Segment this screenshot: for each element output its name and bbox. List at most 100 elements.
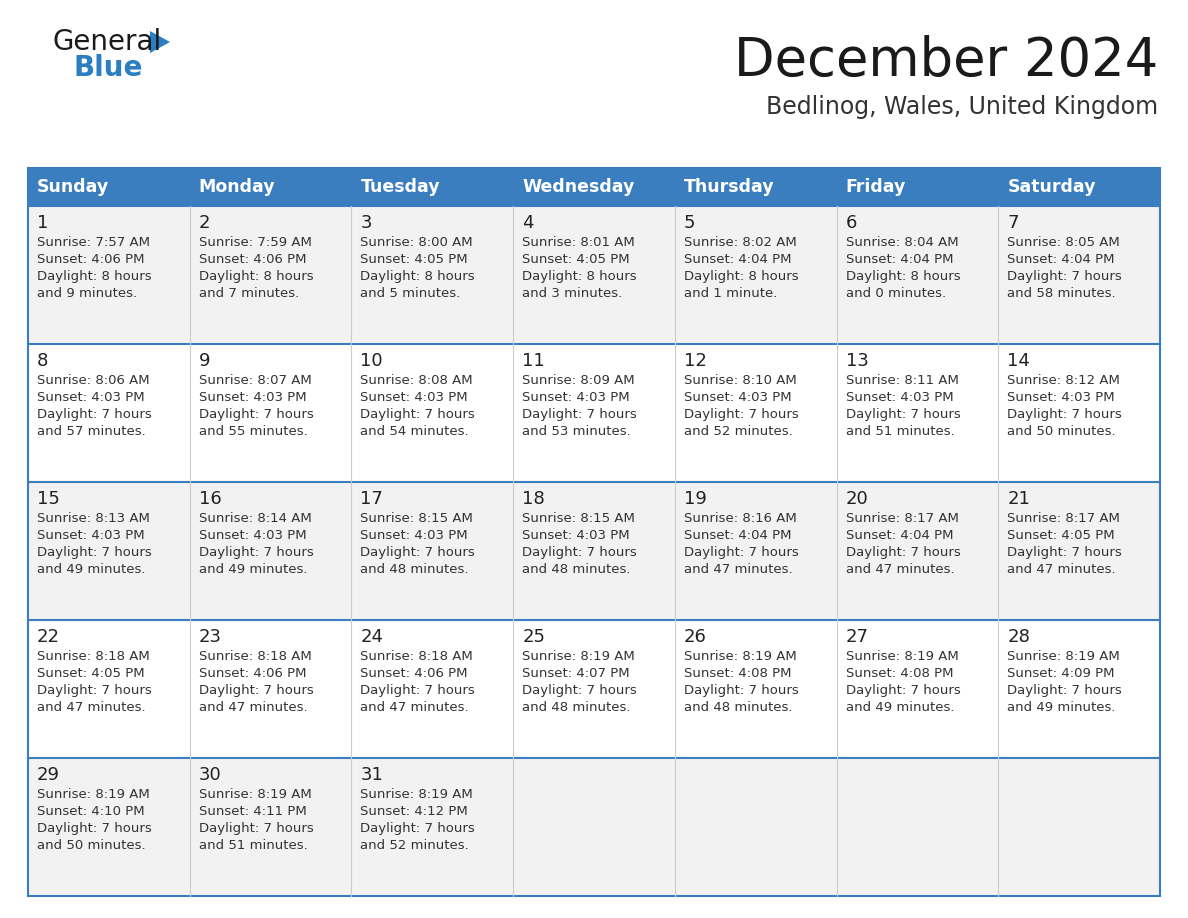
Bar — [998, 482, 1159, 620]
Text: Sunset: 4:03 PM: Sunset: 4:03 PM — [198, 391, 307, 404]
Text: December 2024: December 2024 — [734, 35, 1158, 87]
Text: 28: 28 — [1007, 628, 1030, 646]
Text: Sunset: 4:03 PM: Sunset: 4:03 PM — [1007, 391, 1114, 404]
Text: Monday: Monday — [198, 178, 276, 196]
Text: Daylight: 7 hours: Daylight: 7 hours — [198, 546, 314, 559]
Bar — [836, 168, 998, 206]
Bar — [513, 482, 675, 620]
Text: and 52 minutes.: and 52 minutes. — [360, 839, 469, 852]
Text: and 58 minutes.: and 58 minutes. — [1007, 287, 1116, 300]
Text: and 3 minutes.: and 3 minutes. — [523, 287, 623, 300]
Text: and 49 minutes.: and 49 minutes. — [846, 701, 954, 714]
Text: 7: 7 — [1007, 214, 1019, 232]
Text: 16: 16 — [198, 490, 221, 508]
Text: Sunset: 4:06 PM: Sunset: 4:06 PM — [198, 667, 307, 680]
Bar — [190, 482, 352, 620]
Bar — [675, 482, 836, 620]
Text: Sunset: 4:03 PM: Sunset: 4:03 PM — [523, 529, 630, 542]
Bar — [513, 620, 675, 758]
Text: 24: 24 — [360, 628, 384, 646]
Text: Daylight: 7 hours: Daylight: 7 hours — [198, 408, 314, 421]
Bar — [29, 344, 190, 482]
Text: Sunrise: 8:19 AM: Sunrise: 8:19 AM — [1007, 650, 1120, 663]
Bar — [190, 344, 352, 482]
Text: and 52 minutes.: and 52 minutes. — [684, 425, 792, 438]
Text: General: General — [52, 28, 162, 56]
Text: Sunrise: 8:11 AM: Sunrise: 8:11 AM — [846, 374, 959, 387]
Text: and 47 minutes.: and 47 minutes. — [1007, 563, 1116, 576]
Text: and 47 minutes.: and 47 minutes. — [198, 701, 308, 714]
Text: Sunrise: 8:09 AM: Sunrise: 8:09 AM — [523, 374, 634, 387]
Text: Sunset: 4:10 PM: Sunset: 4:10 PM — [37, 805, 145, 818]
Text: Tuesday: Tuesday — [360, 178, 440, 196]
Bar — [998, 620, 1159, 758]
Text: 14: 14 — [1007, 352, 1030, 370]
Text: and 47 minutes.: and 47 minutes. — [684, 563, 792, 576]
Bar — [513, 168, 675, 206]
Text: 17: 17 — [360, 490, 384, 508]
Text: 1: 1 — [37, 214, 49, 232]
Text: Daylight: 7 hours: Daylight: 7 hours — [198, 684, 314, 697]
Text: Sunset: 4:04 PM: Sunset: 4:04 PM — [684, 253, 791, 266]
Text: Sunrise: 8:10 AM: Sunrise: 8:10 AM — [684, 374, 797, 387]
Text: Daylight: 7 hours: Daylight: 7 hours — [37, 546, 152, 559]
Bar — [998, 344, 1159, 482]
Bar — [29, 206, 190, 344]
Text: Sunset: 4:05 PM: Sunset: 4:05 PM — [1007, 529, 1114, 542]
Text: Daylight: 7 hours: Daylight: 7 hours — [37, 822, 152, 835]
Text: Sunset: 4:05 PM: Sunset: 4:05 PM — [37, 667, 145, 680]
Bar — [675, 758, 836, 896]
Bar — [513, 344, 675, 482]
Text: Daylight: 7 hours: Daylight: 7 hours — [523, 546, 637, 559]
Text: Sunrise: 8:05 AM: Sunrise: 8:05 AM — [1007, 236, 1120, 249]
Text: Sunrise: 8:15 AM: Sunrise: 8:15 AM — [523, 512, 636, 525]
Text: Sunset: 4:04 PM: Sunset: 4:04 PM — [846, 529, 953, 542]
Text: 22: 22 — [37, 628, 61, 646]
Text: 21: 21 — [1007, 490, 1030, 508]
Text: Sunrise: 8:13 AM: Sunrise: 8:13 AM — [37, 512, 150, 525]
Text: Friday: Friday — [846, 178, 906, 196]
Text: Sunrise: 8:02 AM: Sunrise: 8:02 AM — [684, 236, 797, 249]
Text: and 47 minutes.: and 47 minutes. — [846, 563, 954, 576]
Text: and 47 minutes.: and 47 minutes. — [37, 701, 146, 714]
Text: Daylight: 8 hours: Daylight: 8 hours — [523, 270, 637, 283]
Text: and 48 minutes.: and 48 minutes. — [360, 563, 469, 576]
Text: 15: 15 — [37, 490, 59, 508]
Text: Sunset: 4:04 PM: Sunset: 4:04 PM — [1007, 253, 1114, 266]
Text: Sunset: 4:08 PM: Sunset: 4:08 PM — [846, 667, 953, 680]
Text: Daylight: 7 hours: Daylight: 7 hours — [360, 408, 475, 421]
Text: Sunrise: 8:12 AM: Sunrise: 8:12 AM — [1007, 374, 1120, 387]
Text: Sunset: 4:06 PM: Sunset: 4:06 PM — [360, 667, 468, 680]
Bar — [836, 206, 998, 344]
Text: and 54 minutes.: and 54 minutes. — [360, 425, 469, 438]
Text: and 7 minutes.: and 7 minutes. — [198, 287, 299, 300]
Bar — [190, 206, 352, 344]
Bar — [675, 620, 836, 758]
Text: Sunset: 4:11 PM: Sunset: 4:11 PM — [198, 805, 307, 818]
Text: 30: 30 — [198, 766, 221, 784]
Text: and 49 minutes.: and 49 minutes. — [37, 563, 145, 576]
Text: Sunrise: 8:15 AM: Sunrise: 8:15 AM — [360, 512, 473, 525]
Text: and 9 minutes.: and 9 minutes. — [37, 287, 137, 300]
Text: 8: 8 — [37, 352, 49, 370]
Text: Sunset: 4:03 PM: Sunset: 4:03 PM — [37, 391, 145, 404]
Text: Thursday: Thursday — [684, 178, 775, 196]
Text: and 1 minute.: and 1 minute. — [684, 287, 777, 300]
Text: and 5 minutes.: and 5 minutes. — [360, 287, 461, 300]
Text: Daylight: 7 hours: Daylight: 7 hours — [37, 684, 152, 697]
Text: 29: 29 — [37, 766, 61, 784]
Text: 23: 23 — [198, 628, 222, 646]
Text: Daylight: 7 hours: Daylight: 7 hours — [1007, 546, 1121, 559]
Text: Sunrise: 7:57 AM: Sunrise: 7:57 AM — [37, 236, 150, 249]
Text: Daylight: 7 hours: Daylight: 7 hours — [37, 408, 152, 421]
Text: Sunrise: 8:19 AM: Sunrise: 8:19 AM — [360, 788, 473, 801]
Text: Sunset: 4:05 PM: Sunset: 4:05 PM — [360, 253, 468, 266]
Bar — [190, 168, 352, 206]
Text: Sunrise: 8:06 AM: Sunrise: 8:06 AM — [37, 374, 150, 387]
Text: Daylight: 7 hours: Daylight: 7 hours — [360, 546, 475, 559]
Text: 31: 31 — [360, 766, 384, 784]
Bar — [836, 758, 998, 896]
Text: Sunrise: 8:16 AM: Sunrise: 8:16 AM — [684, 512, 797, 525]
Text: Sunrise: 7:59 AM: Sunrise: 7:59 AM — [198, 236, 311, 249]
Text: Sunset: 4:05 PM: Sunset: 4:05 PM — [523, 253, 630, 266]
